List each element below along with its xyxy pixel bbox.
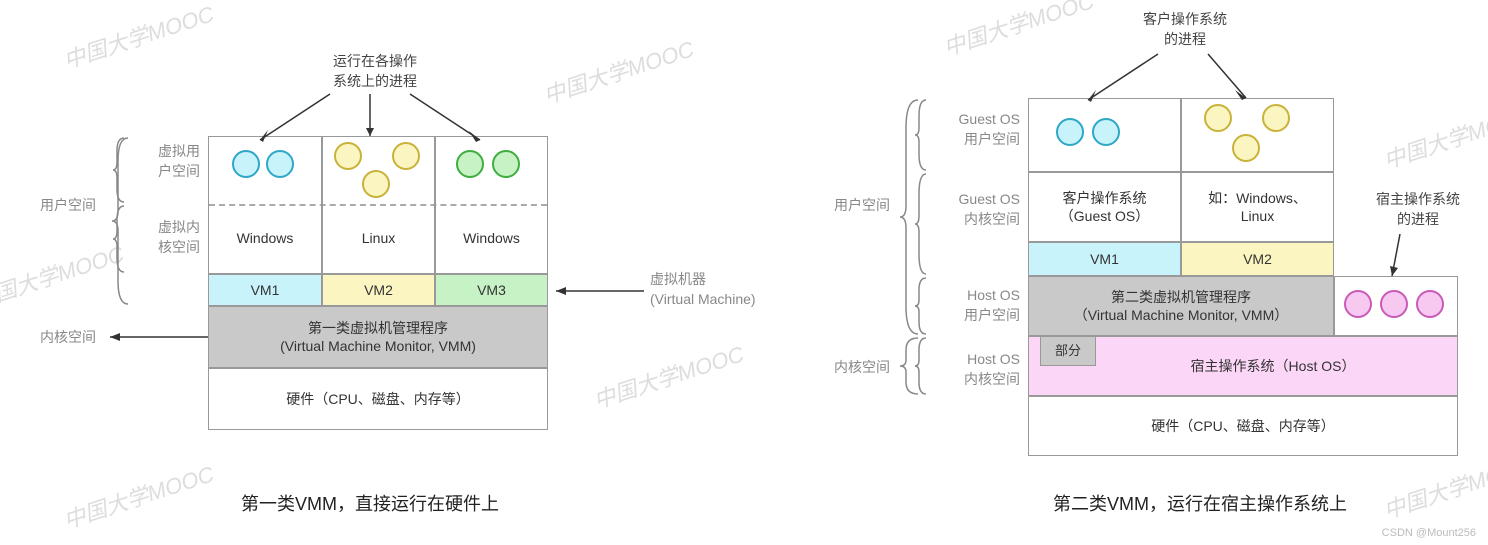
right-user-label: 用户空间 bbox=[822, 196, 902, 216]
proc-circle bbox=[1416, 290, 1444, 318]
right-hostproc-arrow bbox=[1380, 232, 1420, 282]
credit: CSDN @Mount256 bbox=[1382, 527, 1476, 539]
left-os2: Linux bbox=[322, 204, 435, 274]
right-brace-s4 bbox=[914, 336, 928, 396]
left-user-label: 用户空间 bbox=[28, 196, 108, 216]
watermark: 中国大学MOOC bbox=[59, 0, 218, 75]
proc-circle bbox=[1056, 118, 1084, 146]
left-vm-arrow bbox=[548, 282, 648, 300]
proc-circle bbox=[456, 150, 484, 178]
right-brace-s1 bbox=[914, 98, 928, 172]
left-brace-v1 bbox=[112, 136, 126, 204]
watermark: 中国大学MOOC bbox=[0, 237, 128, 316]
left-col3-top bbox=[435, 136, 548, 204]
proc-circle bbox=[232, 150, 260, 178]
watermark: 中国大学MOOC bbox=[589, 337, 748, 416]
right-top-arrows bbox=[1028, 50, 1334, 102]
left-vm2: VM2 bbox=[322, 274, 435, 306]
proc-circle bbox=[1380, 290, 1408, 318]
right-guestos-r: 如：Windows、 Linux bbox=[1181, 172, 1334, 242]
proc-circle bbox=[362, 170, 390, 198]
diagram-root: 中国大学MOOC 中国大学MOOC 中国大学MOOC 中国大学MOOC 中国大学… bbox=[0, 0, 1488, 545]
proc-circle bbox=[266, 150, 294, 178]
right-guser-label: Guest OS 用户空间 bbox=[920, 110, 1020, 149]
right-hostos-label: 宿主操作系统（Host OS） bbox=[1191, 357, 1356, 375]
right-hw: 硬件（CPU、磁盘、内存等） bbox=[1028, 396, 1458, 456]
proc-circle bbox=[334, 142, 362, 170]
proc-circle bbox=[492, 150, 520, 178]
right-hostproc-label: 宿主操作系统 的进程 bbox=[1358, 190, 1478, 229]
right-vmm: 第二类虚拟机管理程序 （Virtual Machine Monitor, VMM… bbox=[1028, 276, 1334, 336]
left-vuser-label: 虚拟用 户空间 bbox=[130, 142, 200, 181]
left-vm1: VM1 bbox=[208, 274, 322, 306]
proc-circle bbox=[392, 142, 420, 170]
left-os1: Windows bbox=[208, 204, 322, 274]
right-vm2: VM2 bbox=[1181, 242, 1334, 276]
right-vm1: VM1 bbox=[1028, 242, 1181, 276]
right-hkern-label: Host OS 内核空间 bbox=[920, 350, 1020, 389]
watermark: 中国大学MOOC bbox=[1379, 97, 1488, 176]
proc-circle bbox=[1344, 290, 1372, 318]
left-kernel-arrow bbox=[100, 328, 210, 346]
proc-circle bbox=[1092, 118, 1120, 146]
left-vmm: 第一类虚拟机管理程序 (Virtual Machine Monitor, VMM… bbox=[208, 306, 548, 368]
left-vm3: VM3 bbox=[435, 274, 548, 306]
left-hw: 硬件（CPU、磁盘、内存等） bbox=[208, 368, 548, 430]
left-caption: 第一类VMM，直接运行在硬件上 bbox=[130, 490, 610, 516]
proc-circle bbox=[1262, 104, 1290, 132]
right-partial: 部分 bbox=[1040, 336, 1096, 366]
proc-circle bbox=[1232, 134, 1260, 162]
left-os3: Windows bbox=[435, 204, 548, 274]
watermark: 中国大学MOOC bbox=[539, 32, 698, 111]
right-top-label: 客户操作系统 的进程 bbox=[1110, 10, 1260, 49]
right-guestos-l: 客户操作系统 （Guest OS） bbox=[1028, 172, 1181, 242]
proc-circle bbox=[1204, 104, 1232, 132]
left-top-arrows bbox=[208, 90, 548, 145]
right-gkern-label: Guest OS 内核空间 bbox=[920, 190, 1020, 229]
left-kernel-label: 内核空间 bbox=[28, 328, 108, 348]
right-kernel-label: 内核空间 bbox=[822, 358, 902, 378]
left-vkern-label: 虚拟内 核空间 bbox=[130, 218, 200, 257]
right-guser-r bbox=[1181, 98, 1334, 172]
right-brace-s2 bbox=[914, 172, 928, 276]
right-huser-label: Host OS 用户空间 bbox=[920, 286, 1020, 325]
left-top-label: 运行在各操作 系统上的进程 bbox=[300, 52, 450, 91]
right-brace-s3 bbox=[914, 276, 928, 336]
right-caption: 第二类VMM，运行在宿主操作系统上 bbox=[920, 490, 1480, 516]
left-vm-arrow-label: 虚拟机器 (Virtual Machine) bbox=[650, 270, 800, 309]
left-brace-v2 bbox=[112, 204, 126, 274]
left-col1-top bbox=[208, 136, 322, 204]
